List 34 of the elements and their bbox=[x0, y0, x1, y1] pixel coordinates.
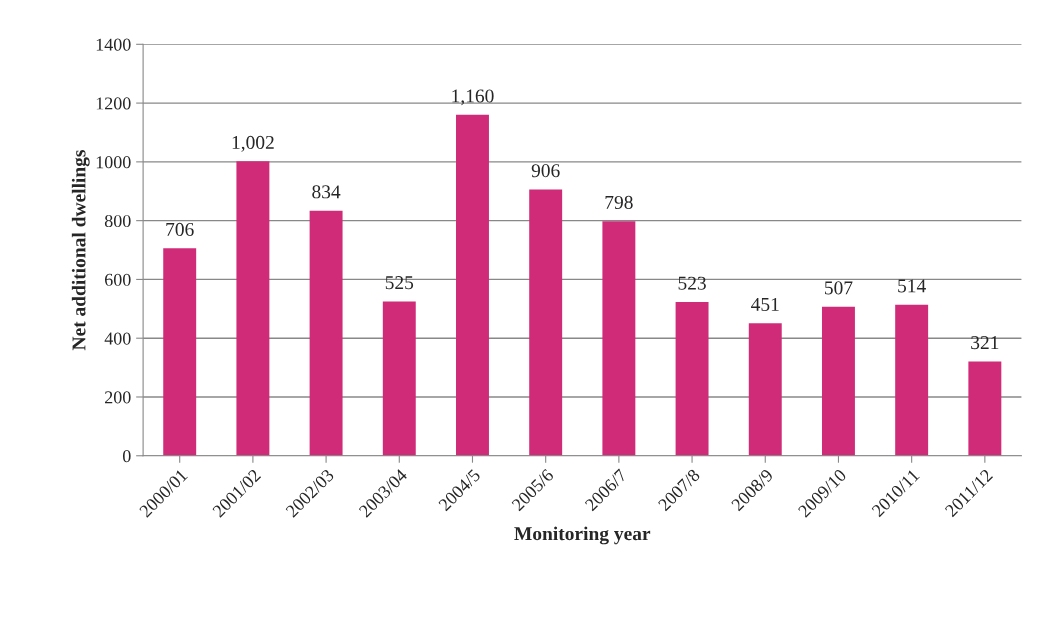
bar bbox=[968, 361, 1002, 456]
data-label: 514 bbox=[898, 279, 926, 293]
data-label: 451 bbox=[751, 297, 779, 311]
data-label: 798 bbox=[605, 195, 633, 209]
data-label: 1,002 bbox=[232, 135, 274, 152]
bar bbox=[382, 301, 416, 456]
y-tick-label: 1400 bbox=[96, 38, 131, 51]
data-label: 834 bbox=[312, 185, 341, 199]
data-label: 525 bbox=[385, 276, 414, 290]
bar bbox=[163, 248, 197, 456]
bar bbox=[309, 210, 343, 456]
y-tick-label: 600 bbox=[104, 273, 131, 286]
y-tick-label: 200 bbox=[105, 391, 131, 404]
bar bbox=[821, 306, 855, 456]
data-label: 321 bbox=[971, 336, 999, 350]
bar bbox=[895, 304, 929, 456]
y-tick-label: 1200 bbox=[96, 97, 131, 110]
bar bbox=[529, 189, 563, 456]
data-label: 1,160 bbox=[452, 89, 494, 106]
x-axis-title: Monitoring year bbox=[514, 526, 651, 545]
y-tick-label: 0 bbox=[122, 450, 131, 463]
y-axis-title: Net additional dwellings bbox=[71, 150, 90, 351]
bar bbox=[602, 221, 636, 456]
bar bbox=[675, 302, 709, 456]
y-tick-label: 1000 bbox=[96, 156, 131, 169]
bar bbox=[236, 161, 270, 456]
y-tick-label: 400 bbox=[104, 332, 131, 345]
bar bbox=[456, 114, 489, 456]
data-label: 906 bbox=[531, 164, 560, 178]
bar bbox=[748, 323, 782, 456]
data-label: 706 bbox=[166, 222, 194, 236]
data-label: 507 bbox=[825, 281, 853, 295]
y-tick-label: 800 bbox=[104, 214, 131, 228]
data-label: 523 bbox=[678, 276, 706, 290]
